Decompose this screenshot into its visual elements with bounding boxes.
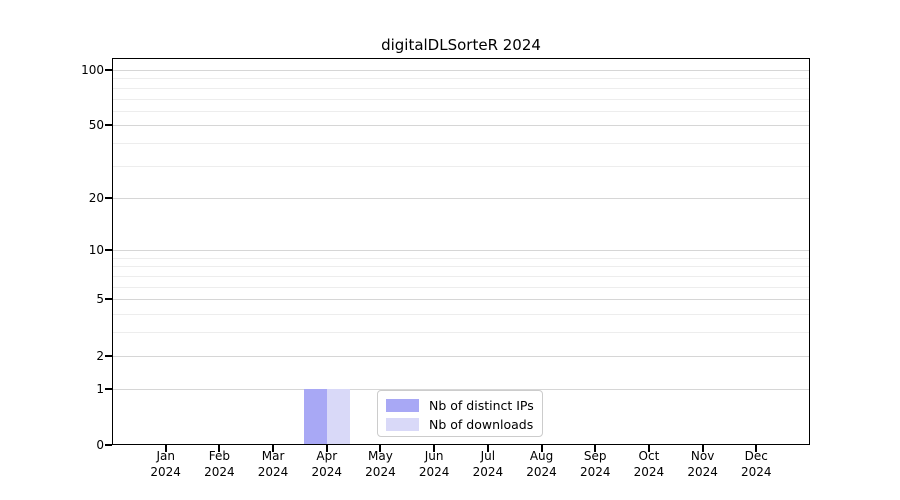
x-tick-label: Jan 2024 xyxy=(150,449,181,479)
x-tick xyxy=(594,445,597,452)
gridline-minor xyxy=(112,165,810,167)
x-tick-label: Jul 2024 xyxy=(472,449,504,479)
y-tick xyxy=(105,196,112,199)
y-tick-label: 5 xyxy=(96,292,104,307)
x-tick-label: Apr 2024 xyxy=(311,449,343,479)
y-tick-label: 2 xyxy=(96,348,104,363)
bar-downloads xyxy=(326,388,350,445)
legend-label-downloads: Nb of downloads xyxy=(429,417,534,432)
gridline-major xyxy=(112,197,810,199)
x-tick xyxy=(701,445,704,452)
legend-swatch-downloads-icon xyxy=(386,418,419,431)
gridline-major xyxy=(112,299,810,301)
x-tick xyxy=(647,445,650,452)
x-tick-label: May 2024 xyxy=(365,449,396,479)
x-tick-label: Feb 2024 xyxy=(204,449,235,479)
x-tick-label: Mar 2024 xyxy=(257,449,289,479)
gridline-minor xyxy=(112,143,810,145)
x-tick xyxy=(164,445,167,452)
x-tick xyxy=(325,445,328,452)
gridline-minor xyxy=(112,276,810,277)
x-tick xyxy=(218,445,221,452)
legend-item-downloads: Nb of downloads xyxy=(386,415,542,434)
x-tick-label: Aug 2024 xyxy=(526,449,557,479)
y-tick-label: 1 xyxy=(96,381,104,396)
legend-label-distinct-ips: Nb of distinct IPs xyxy=(429,398,534,413)
x-tick-label: Dec 2024 xyxy=(741,449,772,479)
gridline-major xyxy=(112,388,810,390)
gridline-major xyxy=(112,355,810,357)
y-tick xyxy=(105,124,112,127)
x-tick-label: Jun 2024 xyxy=(418,449,450,479)
x-tick xyxy=(433,445,436,452)
y-tick xyxy=(105,444,112,446)
legend: Nb of distinct IPs Nb of downloads xyxy=(377,390,543,437)
y-tick-label: 100 xyxy=(81,62,104,77)
gridline-major xyxy=(112,69,810,71)
gridline-minor xyxy=(112,98,810,100)
gridline-minor xyxy=(112,314,810,316)
y-tick xyxy=(105,354,112,357)
gridline-minor xyxy=(112,266,810,268)
x-tick xyxy=(755,445,758,452)
y-tick-label: 20 xyxy=(88,190,104,205)
gridline-major xyxy=(112,250,810,252)
plot-area xyxy=(112,58,810,445)
x-tick xyxy=(540,445,543,452)
gridline-minor xyxy=(112,110,810,112)
gridline-major xyxy=(112,125,810,127)
y-tick xyxy=(105,249,112,252)
x-tick-label: Nov 2024 xyxy=(687,449,718,479)
y-tick-label: 10 xyxy=(88,243,104,258)
bar-distinct-ips xyxy=(303,388,327,445)
y-tick-label: 0 xyxy=(96,438,104,452)
x-tick xyxy=(379,445,382,452)
gridline-minor xyxy=(112,87,810,89)
gridline-minor xyxy=(112,332,810,334)
gridline-minor xyxy=(112,78,810,80)
y-tick-label: 50 xyxy=(88,118,104,133)
gridline-minor xyxy=(112,257,810,259)
chart-title: digitalDLSorteR 2024 xyxy=(381,36,541,54)
y-tick xyxy=(105,68,112,71)
y-tick xyxy=(105,387,112,390)
y-tick xyxy=(105,298,112,301)
x-tick-label: Oct 2024 xyxy=(633,449,665,479)
x-tick xyxy=(486,445,489,452)
legend-item-distinct-ips: Nb of distinct IPs xyxy=(386,396,542,415)
legend-swatch-distinct-ips-icon xyxy=(386,399,419,412)
x-tick xyxy=(272,445,275,452)
gridline-minor xyxy=(112,286,810,288)
x-tick-label: Sep 2024 xyxy=(579,449,611,479)
